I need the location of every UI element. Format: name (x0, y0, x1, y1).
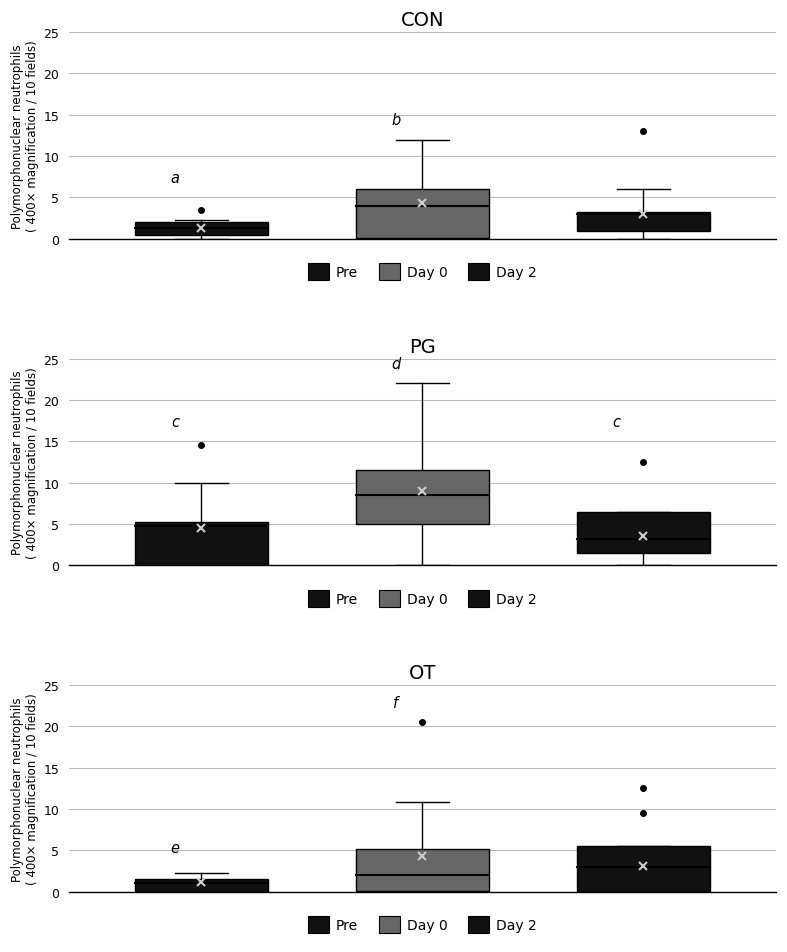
FancyBboxPatch shape (356, 470, 489, 525)
Text: c: c (613, 414, 621, 429)
Text: e: e (171, 840, 179, 855)
Text: c: c (171, 414, 179, 429)
FancyBboxPatch shape (135, 523, 268, 565)
Text: b: b (391, 113, 401, 128)
FancyBboxPatch shape (577, 512, 710, 553)
FancyBboxPatch shape (135, 880, 268, 892)
Y-axis label: Polymorphonuclear neutrophils
( 400× magnification / 10 fields): Polymorphonuclear neutrophils ( 400× mag… (11, 367, 39, 558)
FancyBboxPatch shape (577, 846, 710, 892)
Title: OT: OT (408, 664, 436, 683)
FancyBboxPatch shape (577, 213, 710, 231)
FancyBboxPatch shape (135, 223, 268, 235)
Title: CON: CON (401, 11, 444, 30)
Text: f: f (394, 695, 398, 710)
Title: PG: PG (409, 337, 436, 356)
Y-axis label: Polymorphonuclear neutrophils
( 400× magnification / 10 fields): Polymorphonuclear neutrophils ( 400× mag… (11, 693, 39, 884)
Text: a: a (171, 170, 179, 186)
Legend: Pre, Day 0, Day 2: Pre, Day 0, Day 2 (302, 585, 542, 612)
FancyBboxPatch shape (356, 849, 489, 891)
Legend: Pre, Day 0, Day 2: Pre, Day 0, Day 2 (302, 910, 542, 939)
Legend: Pre, Day 0, Day 2: Pre, Day 0, Day 2 (302, 258, 542, 287)
Y-axis label: Polymorphonuclear neutrophils
( 400× magnification / 10 fields): Polymorphonuclear neutrophils ( 400× mag… (11, 41, 39, 232)
Text: d: d (391, 357, 401, 371)
FancyBboxPatch shape (356, 190, 489, 239)
